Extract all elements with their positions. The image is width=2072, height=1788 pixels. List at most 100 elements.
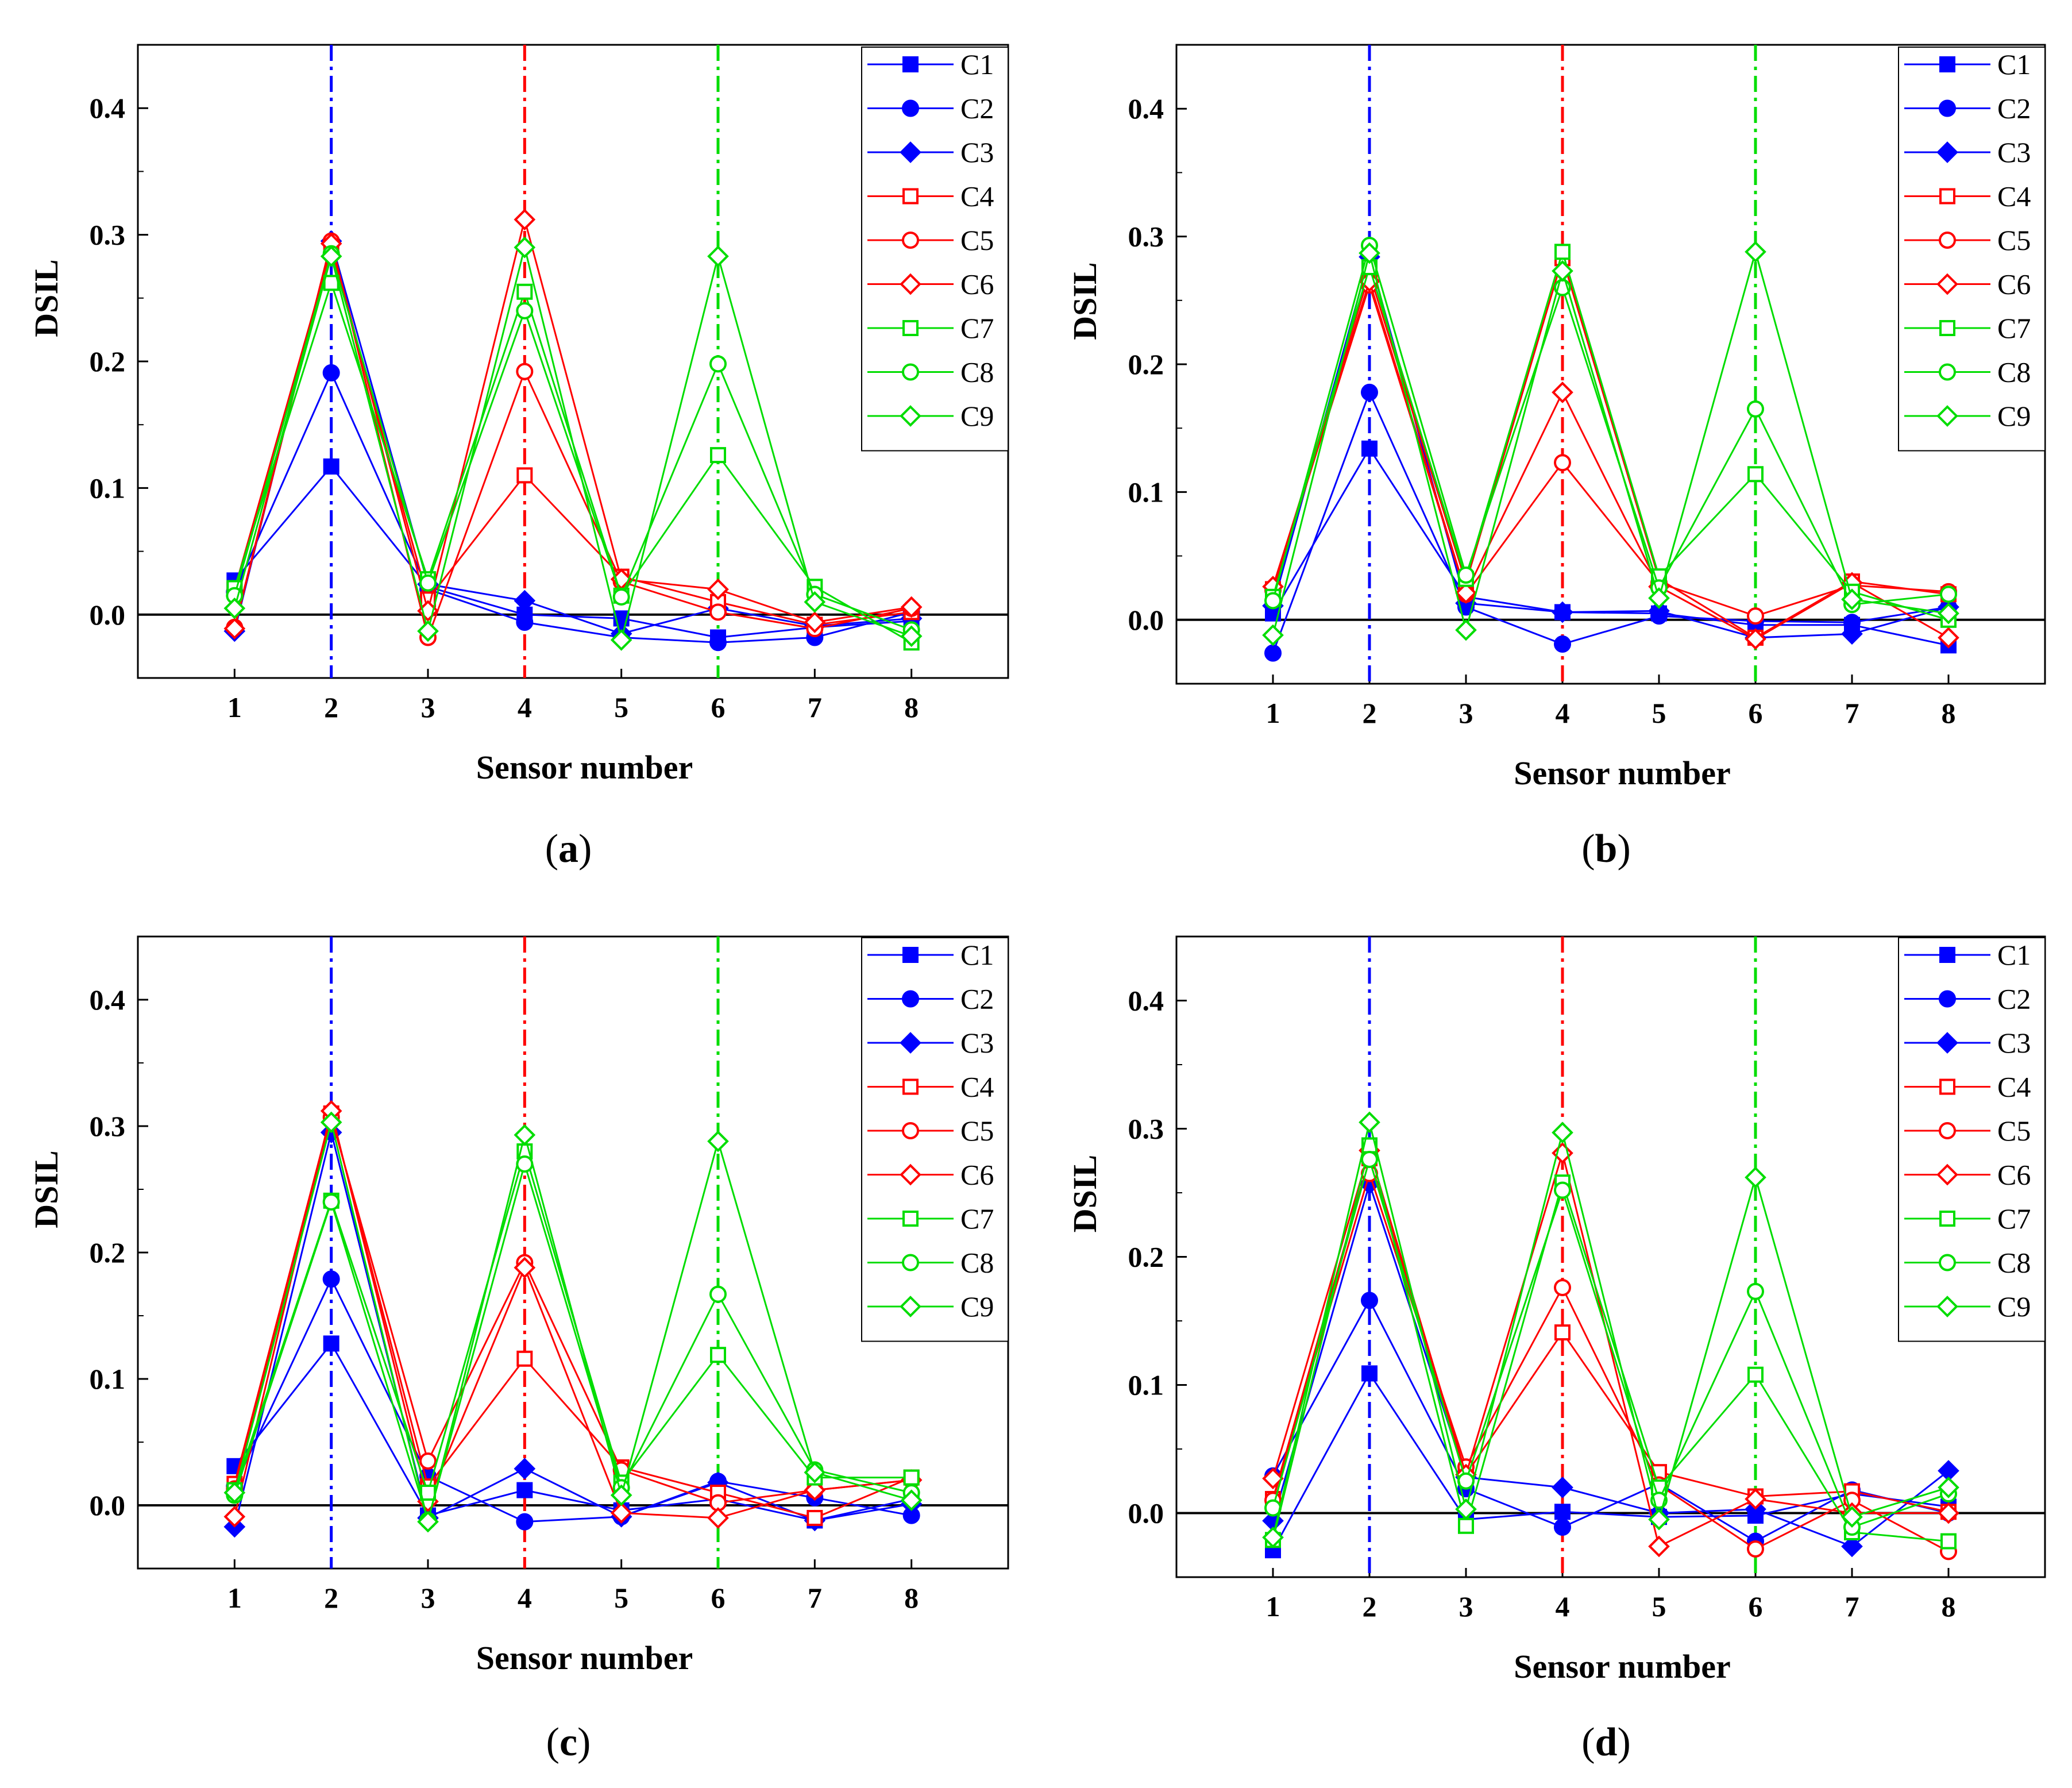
- panel-c-legend-marker: [902, 990, 919, 1008]
- panel-b-line-c5: [1272, 282, 1949, 617]
- panel-a-line-c2: [233, 371, 912, 643]
- panel-d-point-c6: [1938, 1502, 1959, 1524]
- panel-a-legend: C1 C2 C3 C4 C5 C6 C7 C8 C9: [861, 47, 1009, 452]
- panel-a-point-c8: [612, 588, 630, 606]
- panel-a-legend-label: C9: [960, 400, 994, 432]
- panel-b-legend-label: C2: [1997, 93, 2031, 125]
- panel-c-point-c3: [514, 1458, 536, 1480]
- panel-c-point-c9: [417, 1510, 439, 1533]
- panel-a-legend-label: C3: [960, 136, 994, 168]
- panel-b-point-c2: [1264, 644, 1282, 662]
- panel-b-legend-marker: [1939, 363, 1956, 381]
- panel-b-ytick-label: 0.4: [1128, 93, 1164, 125]
- panel-d-x-axis-title: Sensor number: [1514, 1648, 1731, 1685]
- panel-d-ytick-label: 0.4: [1128, 985, 1164, 1017]
- panel-c-xtick-label: 7: [808, 1582, 822, 1614]
- panel-c-legend-marker: [902, 1211, 919, 1227]
- panel-c-legend-label: C8: [960, 1247, 994, 1279]
- panel-c-ytick-label: 0.0: [90, 1489, 126, 1521]
- panel-a-xtick-label: 8: [904, 691, 919, 723]
- panel-b-legend-label: C4: [1997, 180, 2031, 213]
- panel-d-point-c9: [1745, 1166, 1766, 1189]
- panel-d-ytick-label: 0.1: [1128, 1369, 1164, 1401]
- panel-b-xtick-label: 5: [1652, 697, 1666, 729]
- panel-b-legend-label: C3: [1997, 136, 2031, 168]
- panel-a-xtick-label: 1: [227, 691, 242, 723]
- panel-d-point-c9: [1841, 1506, 1863, 1528]
- panel-c-xtick-label: 8: [904, 1582, 919, 1614]
- panel-b-line-c2: [1272, 390, 1949, 654]
- panel-c-ytick-label: 0.2: [90, 1236, 126, 1269]
- panel-d-legend: C1 C2 C3 C4 C5 C6 C7 C8 C9: [1898, 937, 2046, 1342]
- panel-c-legend-marker: [902, 1254, 919, 1271]
- panel-a-ytick-label: 0.1: [90, 472, 126, 504]
- panel-b-xtick-label: 6: [1749, 697, 1763, 729]
- panel-a-legend-marker: [900, 405, 921, 427]
- panel-d-point-c7: [1458, 1517, 1474, 1534]
- panel-b-legend-label: C8: [1997, 356, 2031, 388]
- panel-d-xtick-label: 2: [1363, 1590, 1377, 1623]
- panel-d-line-c7: [1272, 1145, 1949, 1543]
- panel-b-legend-marker: [1939, 56, 1955, 72]
- panel-d-legend-marker: [1936, 1163, 1958, 1186]
- panel-b-xtick-label: 1: [1266, 697, 1280, 729]
- panel-a-ytick-label: 0.0: [90, 599, 126, 631]
- panel-d-point-c9: [1359, 1111, 1380, 1134]
- panel-d-legend-label: C7: [1997, 1203, 2031, 1235]
- panel-b-point-c9: [1359, 242, 1380, 264]
- panel-d-point-c6: [1648, 1535, 1670, 1558]
- panel-c-x-axis-title: Sensor number: [476, 1639, 693, 1677]
- panel-b-legend-label: C1: [1997, 48, 2031, 80]
- panel-c-xtick-label: 4: [518, 1582, 532, 1614]
- panel-c-point-c7: [710, 1347, 726, 1363]
- panel-c-point-c7: [903, 1469, 920, 1486]
- panel-a-line-c3: [233, 237, 912, 635]
- panel-b-xtick-label: 7: [1845, 697, 1859, 729]
- panel-a-point-c1: [323, 458, 339, 475]
- panel-b-legend-label: C5: [1997, 224, 2031, 256]
- panel-b-xtick-label: 2: [1363, 697, 1377, 729]
- panel-c-point-c6: [707, 1507, 729, 1529]
- panel-b-series-c9: [1262, 241, 1959, 646]
- panel-a-line-c6: [233, 219, 912, 629]
- panel-b-line-c1: [1272, 446, 1949, 646]
- panel-d-legend-marker: [1939, 1211, 1955, 1227]
- panel-d-legend-marker: [1939, 1122, 1956, 1139]
- panel-c-point-c5: [419, 1452, 437, 1470]
- panel-c-legend-marker: [900, 1296, 921, 1317]
- panel-a-ytick-label: 0.2: [90, 345, 126, 377]
- panel-d-point-c1: [1361, 1365, 1378, 1382]
- panel-b-line-c9: [1272, 248, 1949, 635]
- panel-c-line-c9: [233, 1122, 912, 1522]
- panel-a-legend-label: C7: [960, 312, 994, 344]
- panel-c-series-c9: [223, 1111, 923, 1533]
- panel-b-point-c5: [1554, 454, 1571, 472]
- panel-d-legend-marker: [1939, 990, 1956, 1008]
- panel-c-legend: C1 C2 C3 C4 C5 C6 C7 C8 C9: [861, 937, 1009, 1342]
- panel-b-line-c8: [1272, 242, 1949, 606]
- panel-b-point-c7: [1747, 466, 1764, 483]
- panel-d-ytick-label: 0.0: [1128, 1497, 1164, 1529]
- panel-c-point-c8: [709, 1285, 727, 1303]
- panel-d-line-c8: [1272, 1156, 1949, 1528]
- panel-a-point-c9: [707, 245, 729, 267]
- panel-c-point-c8: [322, 1193, 340, 1211]
- panel-a-point-c7: [710, 447, 726, 464]
- panel-d-xtick-label: 4: [1556, 1590, 1570, 1623]
- panel-d-point-c9: [1552, 1122, 1573, 1144]
- panel-a-point-c9: [514, 236, 536, 259]
- panel-a-legend-label: C6: [960, 268, 994, 300]
- panel-c-point-c9: [320, 1111, 342, 1134]
- panel-b-legend-box: [1898, 47, 2046, 452]
- panel-a-point-c9: [804, 591, 826, 613]
- panel-a-xtick-label: 4: [518, 691, 532, 723]
- panel-a-point-c5: [709, 603, 727, 621]
- panel-b-legend-marker: [1939, 99, 1956, 117]
- panel-c-point-c9: [514, 1124, 536, 1146]
- panel-a-point-c3: [514, 589, 536, 612]
- panel-a-legend-marker: [902, 99, 919, 117]
- panel-c-line-c8: [233, 1161, 912, 1524]
- panel-d-point-c6: [1262, 1467, 1284, 1490]
- panel-d-point-c3: [1841, 1535, 1863, 1558]
